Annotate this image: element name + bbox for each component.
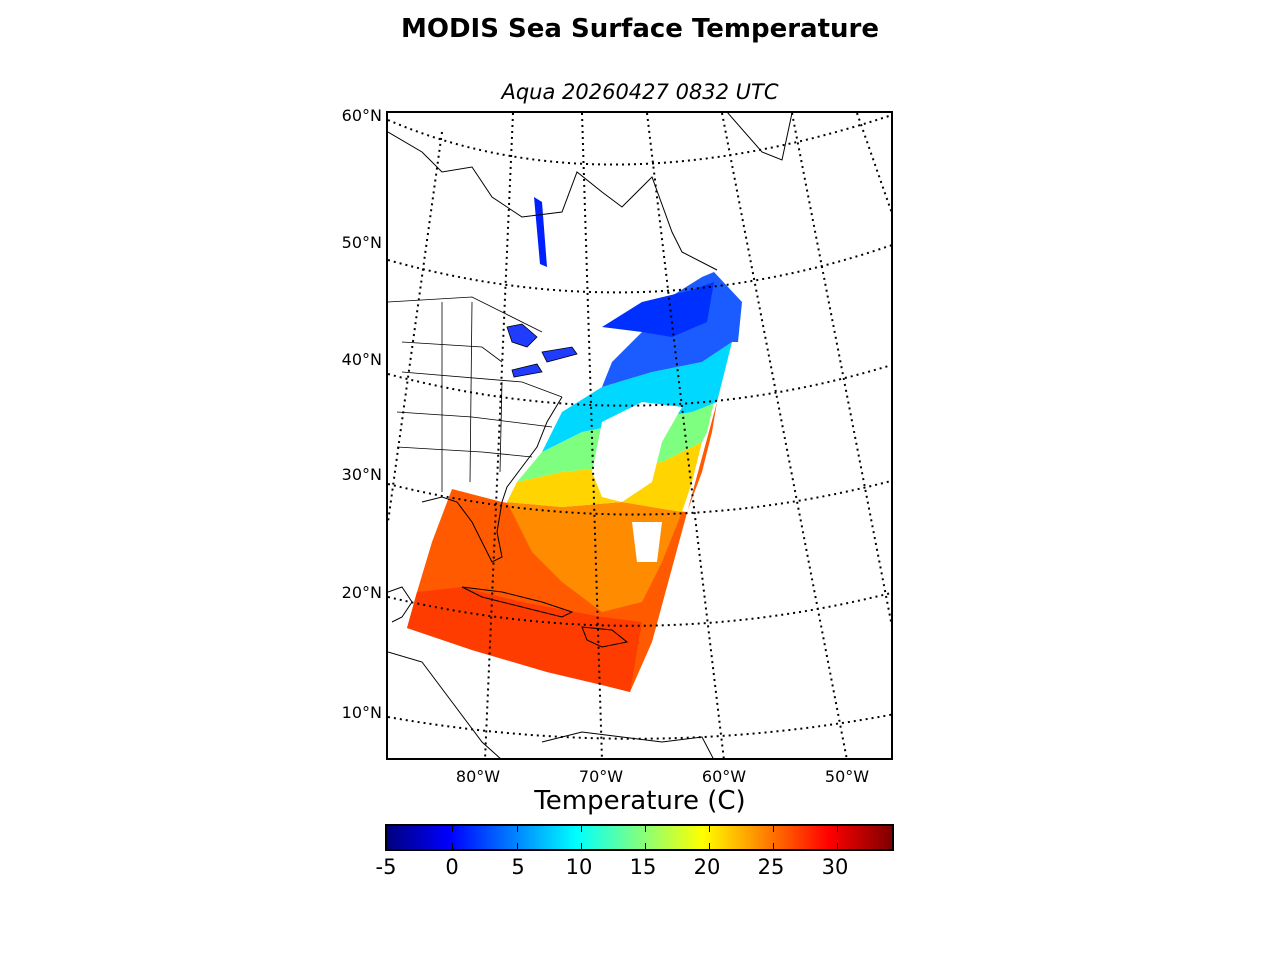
coastlines <box>388 113 793 758</box>
colorbar-tick <box>452 826 453 832</box>
political-boundaries <box>388 296 563 492</box>
colorbar-tick <box>581 843 582 849</box>
colorbar-tick <box>709 826 710 832</box>
cloud-gap <box>632 522 662 562</box>
colorbar-label-15: 15 <box>629 855 657 879</box>
lon-label-80w: 80°W <box>455 767 501 786</box>
colorbar-tick <box>837 843 838 849</box>
colorbar-tick <box>709 843 710 849</box>
colorbar-label-0: 0 <box>445 855 459 879</box>
cloud-gap <box>592 402 682 502</box>
lat-label-50n: 50°N <box>341 233 382 252</box>
colorbar-tick <box>517 826 518 832</box>
colorbar-label-25: 25 <box>757 855 785 879</box>
colorbar-tick <box>581 826 582 832</box>
map-subtitle: Aqua 20260427 0832 UTC <box>501 80 779 104</box>
figure-title: MODIS Sea Surface Temperature <box>401 14 879 44</box>
lat-label-60n: 60°N <box>341 106 382 125</box>
lat-label-10n: 10°N <box>341 703 382 722</box>
sst-swath-cyan <box>542 342 732 452</box>
colorbar-title: Temperature (C) <box>534 786 746 816</box>
lat-label-20n: 20°N <box>341 583 382 602</box>
colorbar-label-m5: -5 <box>375 855 397 879</box>
lon-label-60w: 60°W <box>701 767 747 786</box>
lat-label-30n: 30°N <box>341 465 382 484</box>
colorbar-label-10: 10 <box>565 855 593 879</box>
colorbar <box>385 824 894 851</box>
colorbar-tick <box>773 843 774 849</box>
gulf-st-lawrence <box>602 282 714 337</box>
lat-label-40n: 40°N <box>341 350 382 369</box>
lon-label-70w: 70°W <box>578 767 624 786</box>
map-panel <box>386 111 893 760</box>
colorbar-tick <box>837 826 838 832</box>
colorbar-tick <box>452 843 453 849</box>
great-lakes <box>506 323 578 378</box>
hudson-bay-strip <box>534 197 547 267</box>
colorbar-tick <box>645 843 646 849</box>
map-canvas <box>388 113 891 758</box>
colorbar-tick <box>517 843 518 849</box>
colorbar-label-20: 20 <box>693 855 721 879</box>
colorbar-tick <box>773 826 774 832</box>
graticule <box>388 113 891 758</box>
colorbar-label-5: 5 <box>511 855 525 879</box>
colorbar-tick <box>645 826 646 832</box>
lon-label-50w: 50°W <box>824 767 870 786</box>
colorbar-label-30: 30 <box>821 855 849 879</box>
